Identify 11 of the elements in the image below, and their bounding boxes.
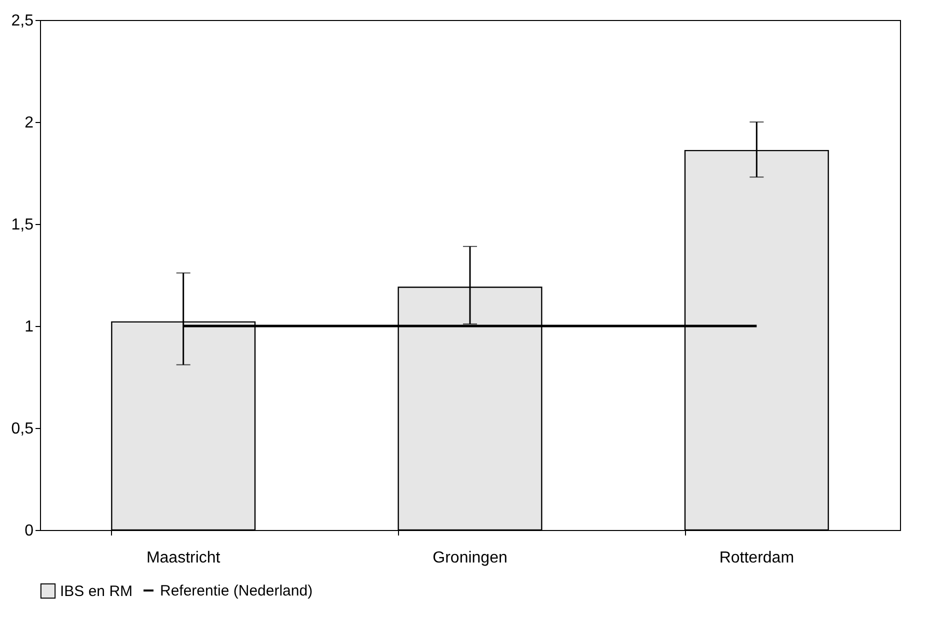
y-tick-label: 1,5 [11, 216, 34, 234]
y-tick-label: 0 [24, 522, 34, 540]
x-tick-label: Maastricht [146, 550, 221, 566]
x-tick-label: Groningen [432, 550, 508, 566]
y-tick-label: 2 [24, 114, 34, 132]
legend-label: Referentie (Nederland) [160, 582, 313, 600]
y-tick-label: 0,5 [11, 420, 34, 438]
y-tick-label: 2,5 [11, 12, 34, 30]
legend-label: IBS en RM [60, 583, 133, 600]
y-tick-label: 1 [24, 318, 34, 336]
x-tick-label: Rotterdam [719, 550, 794, 566]
